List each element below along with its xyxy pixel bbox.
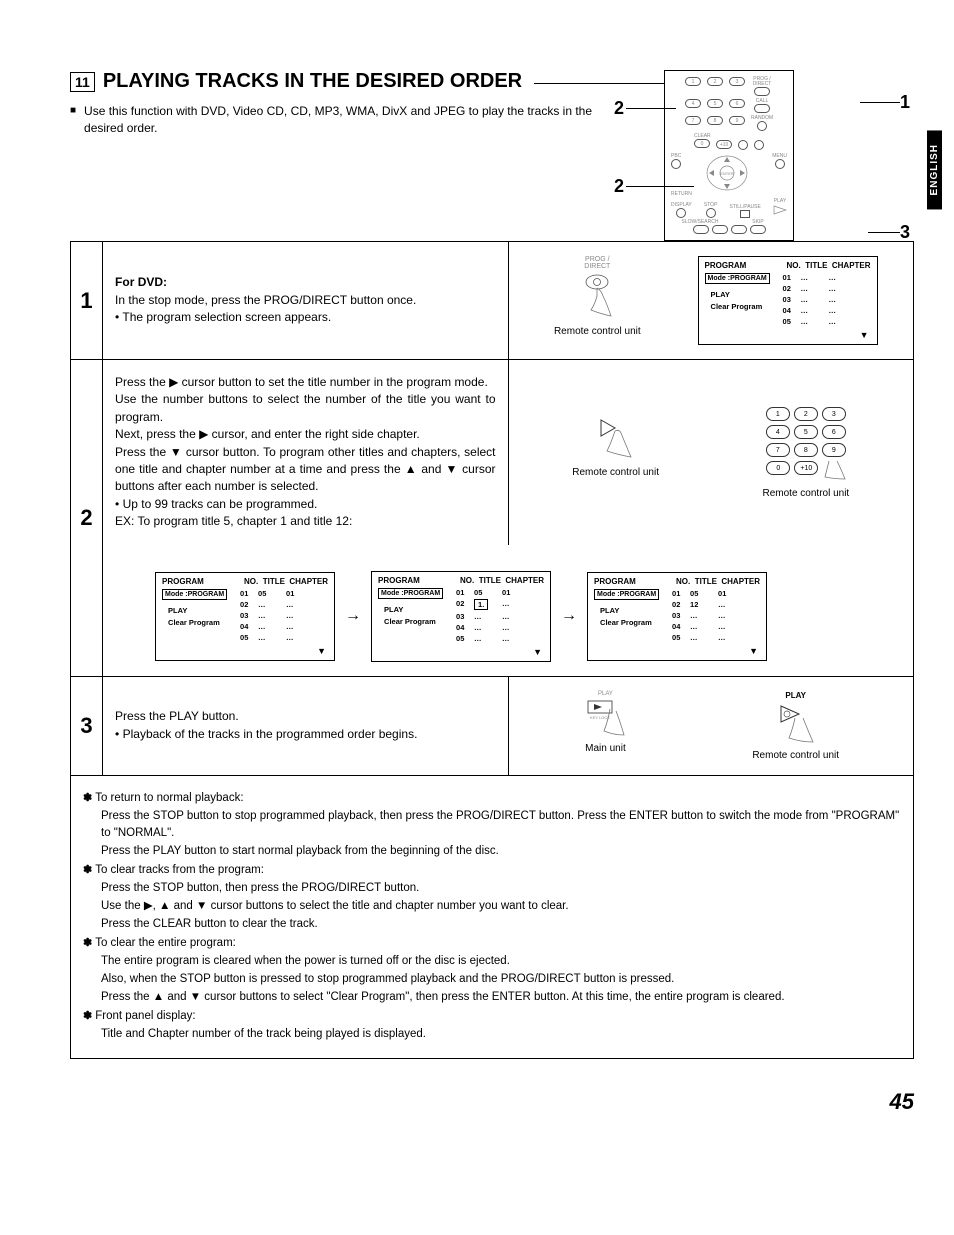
language-tab: ENGLISH	[927, 130, 942, 209]
callout-2-lower: 2	[614, 176, 624, 197]
step-1-number: 1	[71, 242, 103, 360]
step-2-text: Press the ▶ cursor button to set the tit…	[103, 360, 508, 545]
number-pad: 123 456 789 0+10	[764, 405, 848, 484]
page-number: 45	[70, 1089, 914, 1115]
step-3-text: Press the PLAY button. • Playback of the…	[103, 676, 508, 775]
step-3-illustration: PLAY KEY LOCK Main unit PLAY	[508, 676, 913, 775]
section-heading: 11 PLAYING TRACKS IN THE DESIRED ORDER	[70, 70, 664, 93]
intro-text: Use this function with DVD, Video CD, CD…	[84, 103, 604, 137]
program-screen-step1: PROGRAM NO. TITLE CHAPTER Mode :PROGRAM …	[698, 256, 878, 345]
section-title: PLAYING TRACKS IN THE DESIRED ORDER	[103, 70, 522, 93]
step-2-number: 2	[71, 360, 103, 677]
program-screen-a: PROGRAM NO. TITLE CHAPTER Mode :PROGRAM …	[155, 572, 335, 661]
intro-bullet: ■	[70, 105, 76, 116]
arrow-icon: →	[345, 607, 361, 625]
svg-text:KEY LOCK: KEY LOCK	[590, 715, 610, 720]
notes-section: ✽To return to normal playback: Press the…	[71, 775, 914, 1059]
arrow-icon: →	[561, 607, 577, 625]
callout-1: 1	[900, 92, 910, 113]
step-2-illustration: Remote control unit 123 456 789 0+10	[508, 360, 913, 545]
svg-text:ENTER: ENTER	[720, 171, 734, 176]
remote-overview-diagram: 2 2 1 3 123 PROG / DIRECT 456 CALL 789 R…	[664, 70, 884, 241]
callout-2-upper: 2	[614, 98, 624, 119]
step-1-text: For DVD: In the stop mode, press the PRO…	[103, 242, 508, 360]
step-3-number: 3	[71, 676, 103, 775]
section-number-box: 11	[70, 72, 95, 92]
program-screen-b: PROGRAM NO. TITLE CHAPTER Mode :PROGRAM …	[371, 571, 551, 662]
step-1-illustration: PROG / DIRECT Remote control unit PROGRA…	[508, 242, 913, 360]
program-screen-c: PROGRAM NO. TITLE CHAPTER Mode :PROGRAM …	[587, 572, 767, 661]
steps-table: 1 For DVD: In the stop mode, press the P…	[70, 241, 914, 1059]
callout-3: 3	[900, 222, 910, 243]
step-2-screens: PROGRAM NO. TITLE CHAPTER Mode :PROGRAM …	[103, 545, 914, 677]
